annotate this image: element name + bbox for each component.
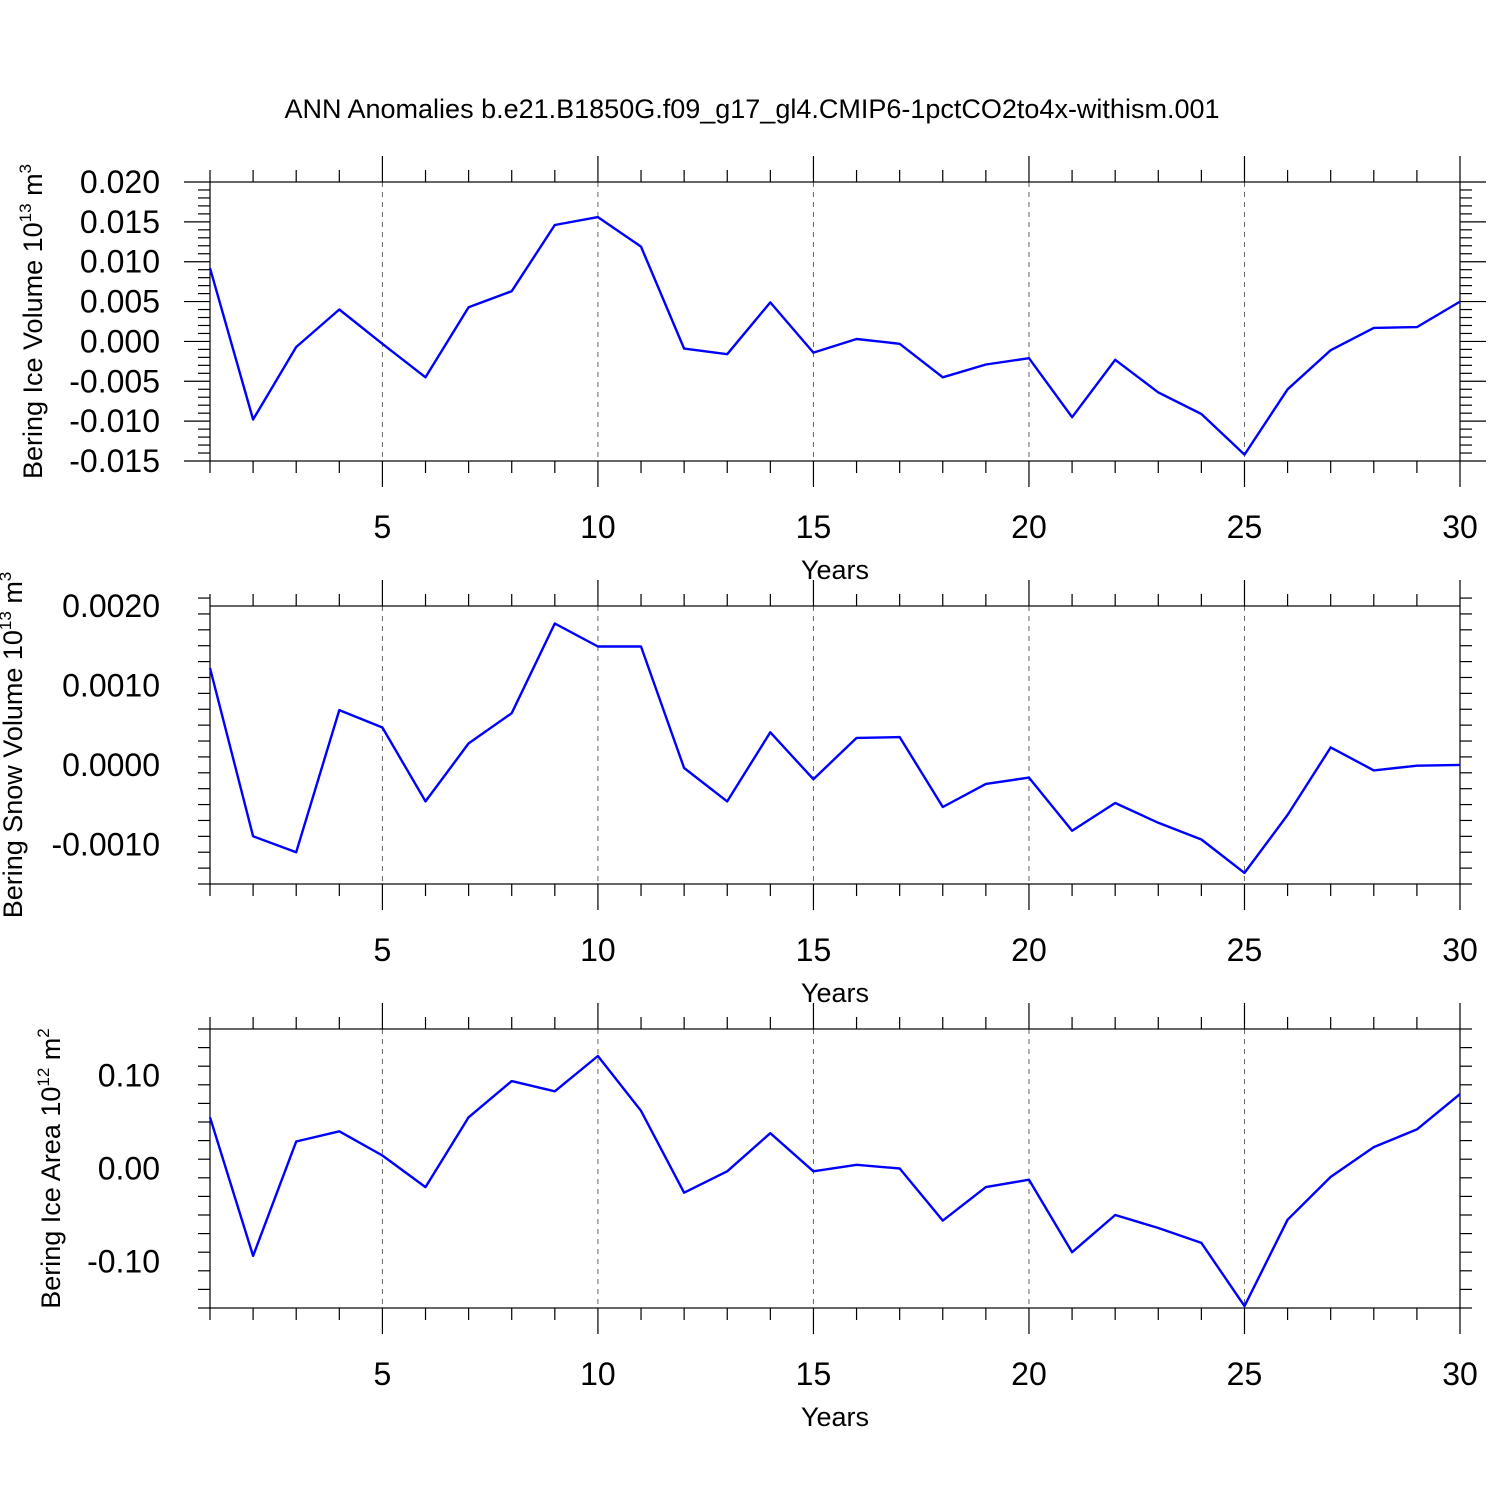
x-tick-label: 15 — [796, 1356, 832, 1392]
x-tick-label: 30 — [1442, 509, 1478, 545]
y-axis-label-unit: m — [36, 1038, 66, 1068]
x-tick-label: 25 — [1227, 1356, 1263, 1392]
y-tick-label: 0.010 — [80, 244, 160, 280]
x-tick-label: 25 — [1227, 509, 1263, 545]
plot-frame — [209, 605, 1461, 885]
y-tick-label: -0.015 — [69, 443, 160, 479]
y-axis-label-text: Bering Ice Volume 10 — [18, 222, 48, 479]
y-axis-label: Bering Snow Volume 1013 m3 — [0, 572, 28, 919]
x-tick-label: 30 — [1442, 1356, 1478, 1392]
y-axis-label-exponent: 13 — [0, 611, 15, 630]
series-line — [208, 215, 1461, 456]
y-axis-label-unit: m — [0, 581, 28, 611]
y-tick-label: 0.000 — [80, 323, 160, 359]
y-axis-label: Bering Ice Volume 1013 m3 — [16, 164, 48, 479]
y-tick-label: -0.10 — [87, 1244, 160, 1280]
x-tick-label: 20 — [1011, 932, 1047, 968]
panel-snow-volume: -0.0010 0.0000 0.0010 0.0020 5 10 15 20 25 30 Year… — [0, 572, 1478, 1008]
x-tick-label: 30 — [1442, 932, 1478, 968]
y-axis-label-exponent: 12 — [34, 1068, 53, 1087]
y-tick-label: -0.010 — [69, 403, 160, 439]
x-tick-label: 10 — [580, 932, 616, 968]
y-axis-label-unit-exponent: 3 — [0, 572, 15, 581]
plot-frame — [209, 181, 1461, 462]
x-tick-label: 15 — [796, 932, 832, 968]
y-tick-label: 0.0020 — [62, 588, 160, 624]
y-axis-label: Bering Ice Area 1012 m2 — [34, 1028, 66, 1309]
chart-title: ANN Anomalies b.e21.B1850G.f09_g17_gl4.C… — [284, 94, 1219, 124]
y-tick-label: 0.10 — [98, 1058, 160, 1094]
y-axis-label-exponent: 13 — [16, 203, 35, 222]
y-tick-label: 0.00 — [98, 1151, 160, 1187]
x-axis-label: Years — [801, 978, 869, 1008]
y-tick-label: 0.0010 — [62, 667, 160, 703]
y-axis-label-unit-exponent: 3 — [16, 164, 35, 173]
x-tick-label: 25 — [1227, 932, 1263, 968]
y-axis-label-text: Bering Ice Area 10 — [36, 1087, 66, 1309]
x-tick-label: 15 — [796, 509, 832, 545]
panel-ice-area: -0.10 0.00 0.10 5 10 15 20 25 30 Years Bering Ice … — [34, 1003, 1478, 1432]
y-tick-label: 0.005 — [80, 284, 160, 320]
x-axis-label: Years — [801, 1402, 869, 1432]
x-tick-label: 10 — [580, 1356, 616, 1392]
x-tick-label: 20 — [1011, 1356, 1047, 1392]
x-tick-label: 5 — [374, 1356, 392, 1392]
y-tick-label: -0.0010 — [51, 826, 160, 862]
series-line — [208, 1054, 1461, 1308]
plot-frame — [209, 1028, 1461, 1309]
y-tick-label: 0.020 — [80, 164, 160, 200]
y-axis-label-unit: m — [18, 173, 48, 203]
panel-ice-volume: -0.015 -0.010 -0.005 0.0000.005 0.010 0.015 0.… — [16, 156, 1486, 585]
y-axis-label-unit-exponent: 2 — [34, 1028, 53, 1037]
x-tick-label: 10 — [580, 509, 616, 545]
series-line — [208, 622, 1461, 875]
y-tick-label: -0.005 — [69, 363, 160, 399]
y-axis-label-text: Bering Snow Volume 10 — [0, 630, 28, 918]
y-tick-label: 0.0000 — [62, 747, 160, 783]
x-tick-label: 5 — [374, 509, 392, 545]
x-tick-label: 5 — [374, 932, 392, 968]
y-tick-label: 0.015 — [80, 204, 160, 240]
x-axis-label: Years — [801, 555, 869, 585]
x-tick-label: 20 — [1011, 509, 1047, 545]
